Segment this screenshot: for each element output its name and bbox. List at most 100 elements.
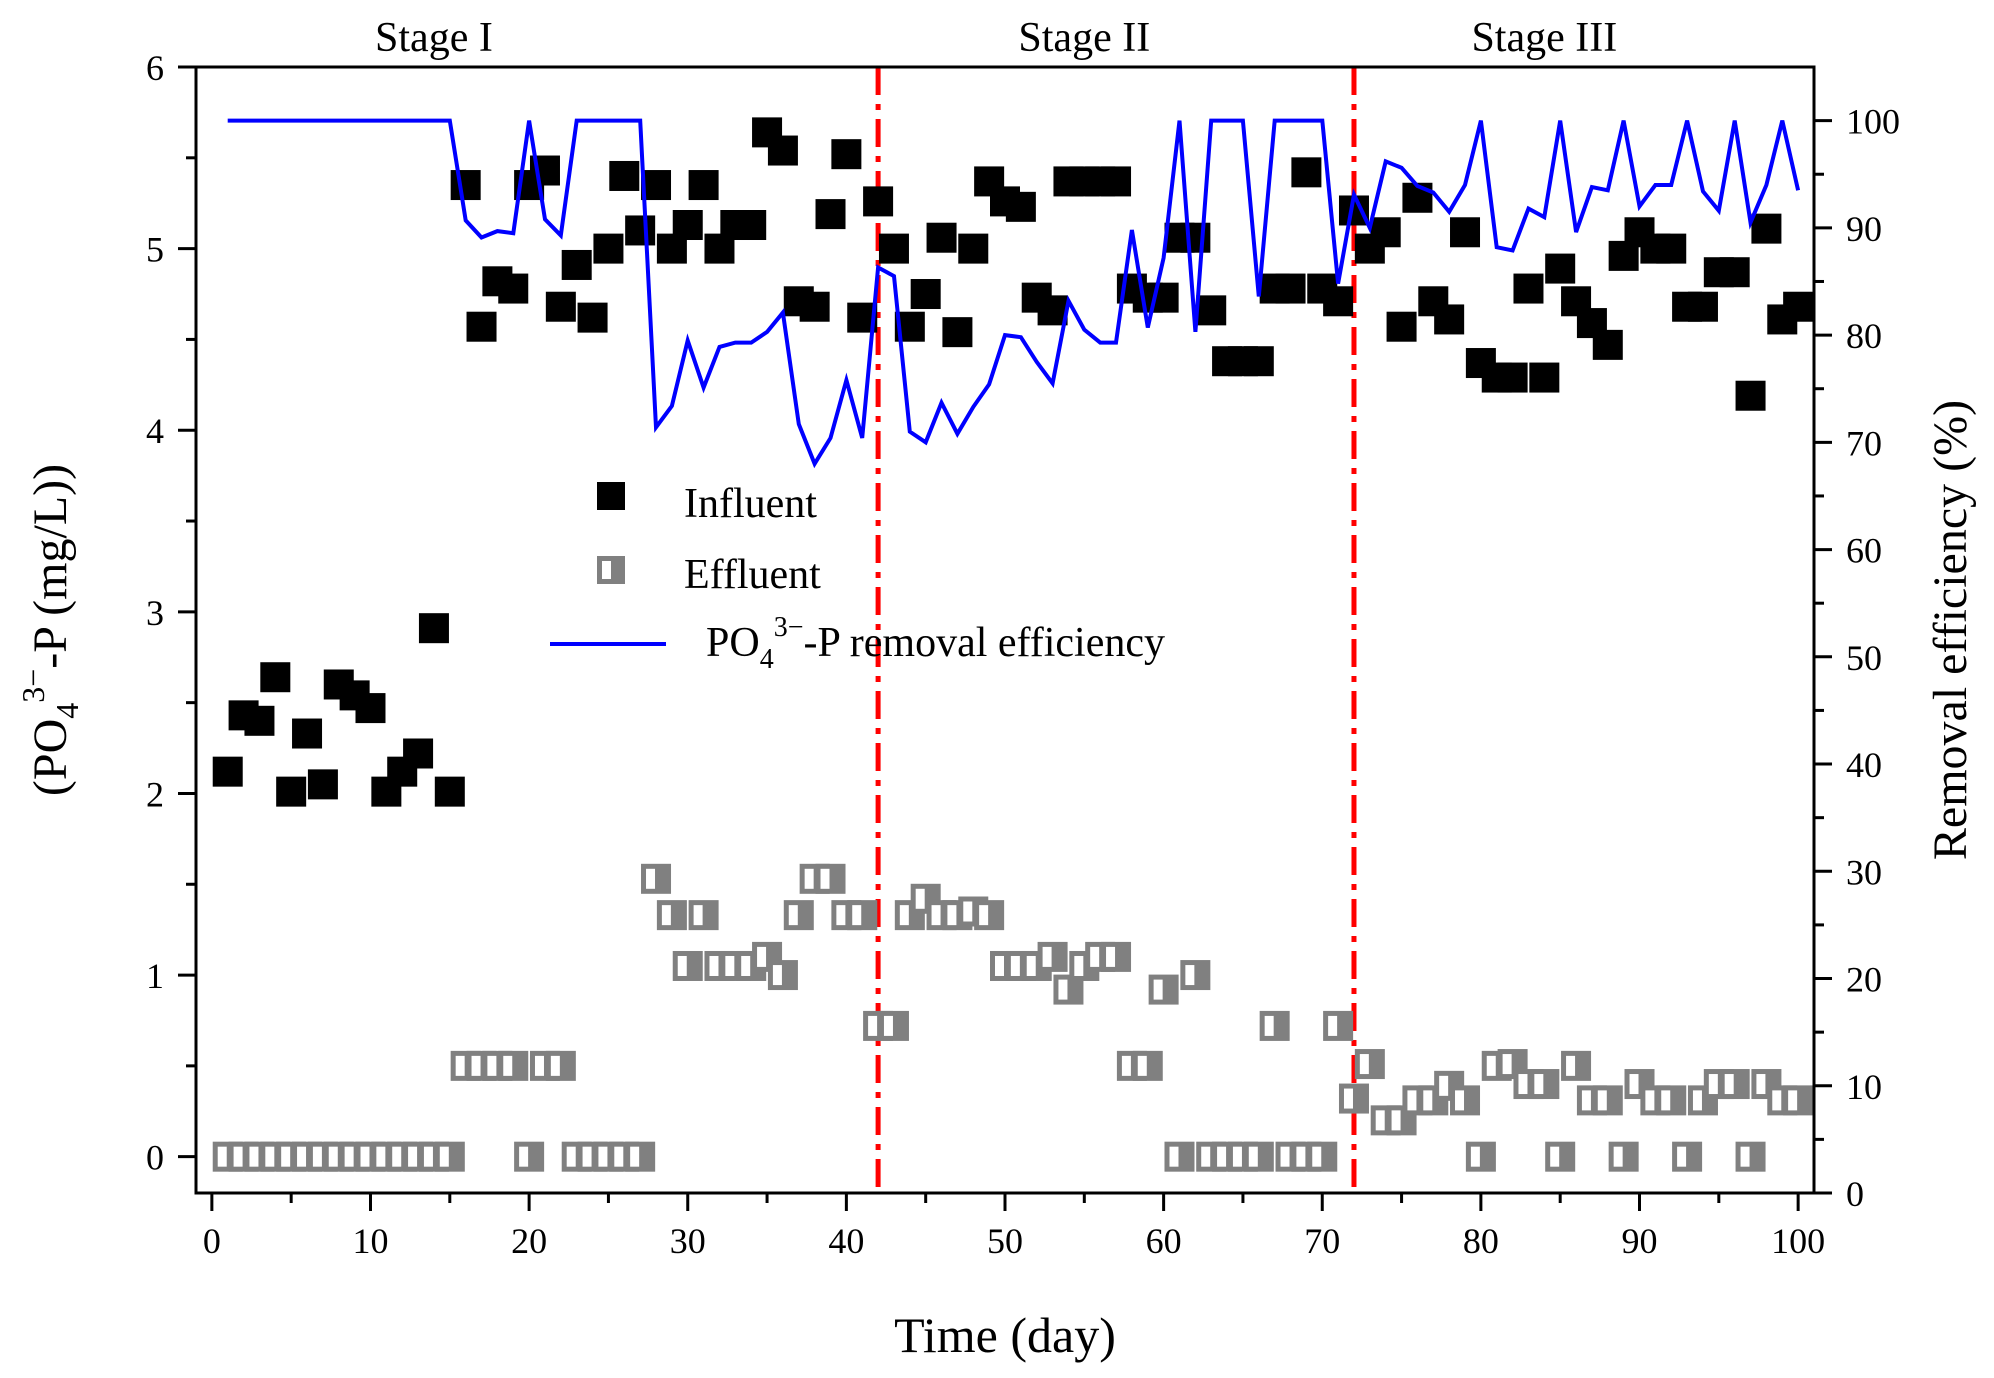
influent-point [609,160,640,191]
right-y-tick-label: 50 [1846,638,1882,678]
right-y-tick-label: 80 [1846,316,1882,356]
effluent-point [1656,1085,1687,1116]
effluent-point [1450,1085,1481,1116]
left-y-tick-label: 4 [146,411,164,451]
effluent-series [212,863,1814,1172]
influent-point [831,139,862,170]
effluent-point [498,1050,529,1081]
influent-point [942,317,973,348]
efficiency-series [227,118,1801,469]
x-tick-label: 60 [1146,1221,1182,1261]
influent-point [498,273,529,304]
effluent-point [625,1141,656,1172]
x-tick-label: 90 [1622,1221,1658,1261]
x-tick-label: 50 [987,1221,1023,1261]
left-y-tick-label: 2 [146,774,164,814]
influent-point [466,311,497,342]
influent-point [958,233,989,264]
influent-point [1592,329,1623,360]
effluent-point [545,1050,576,1081]
effluent-point [1735,1141,1766,1172]
influent-point [625,215,656,246]
influent-point [1656,233,1687,264]
influent-point [799,291,830,322]
right-y-tick-label: 70 [1846,423,1882,463]
stage-label: Stage I [375,15,493,61]
x-tick-label: 40 [828,1221,864,1261]
effluent-point [1037,941,1068,972]
influent-point [1545,253,1576,284]
influent-point [292,718,323,749]
influent-point [688,170,719,201]
effluent-point [1608,1141,1639,1172]
left-y-axis-title-post: -P (mg/L)) [24,464,77,669]
left-y-axis-title: (PO43−-P (mg/L)) [15,464,85,796]
influent-point [1180,222,1211,253]
effluent-point [1180,960,1211,991]
effluent-point [1307,1141,1338,1172]
influent-point [561,249,592,280]
influent-point [418,613,449,644]
x-tick-label: 20 [511,1221,547,1261]
effluent-point [1148,974,1179,1005]
influent-point [307,769,338,800]
legend-label-effluent: Effluent [684,552,821,598]
effluent-point [974,900,1005,931]
right-y-axis-title: Removal efficiency (%) [1924,400,1977,860]
stage-label: Stage III [1471,15,1617,61]
effluent-point [878,1010,909,1041]
effluent-point [656,900,687,931]
influent-point [672,210,703,241]
stage-labels: Stage I Stage II Stage III [375,15,1617,61]
left-y-axis-title-sup: 3− [15,669,51,703]
right-y-tick-label: 20 [1846,960,1882,1000]
influent-point [1005,191,1036,222]
influent-point [212,756,243,787]
x-tick-label: 10 [352,1221,388,1261]
influent-point [276,776,307,807]
influent-point [434,776,465,807]
right-y-tick-label: 100 [1846,102,1900,142]
effluent-point [1545,1141,1576,1172]
right-y-tick-label: 90 [1846,209,1882,249]
x-tick-label: 0 [203,1221,221,1261]
influent-point [545,291,576,322]
effluent-point [1164,1141,1195,1172]
stage-label: Stage II [1018,15,1150,61]
influent-point [878,233,909,264]
influent-point [767,135,798,166]
influent-point [593,233,624,264]
x-tick-label: 30 [670,1221,706,1261]
right-y-tick-label: 40 [1846,745,1882,785]
right-y-tick-label: 0 [1846,1174,1864,1214]
influent-point [926,222,957,253]
influent-point [260,662,291,693]
influent-point [863,186,894,217]
left-y-tick-label: 6 [146,48,164,88]
effluent-point [1323,1010,1354,1041]
influent-point [1434,304,1465,335]
influent-point [1497,362,1528,393]
left-y-axis-title-pre: (PO [24,719,77,796]
influent-point [1783,291,1814,322]
effluent-point [1354,1049,1385,1080]
influent-series [212,117,1814,807]
effluent-point [1592,1085,1623,1116]
influent-point [1450,217,1481,248]
influent-point [1687,291,1718,322]
right-y-tick-label: 10 [1846,1067,1882,1107]
x-axis-title: Time (day) [894,1307,1116,1363]
right-y-tick-label: 60 [1846,531,1882,571]
influent-point [1196,295,1227,326]
left-y-axis-ticks: 0 1 2 3 4 5 6 [146,48,196,1178]
x-tick-label: 100 [1771,1221,1825,1261]
influent-point [403,738,434,769]
influent-point [1529,362,1560,393]
effluent-point [1672,1141,1703,1172]
effluent-point [847,900,878,931]
influent-point [1291,157,1322,188]
left-y-tick-label: 3 [146,593,164,633]
effluent-point [1101,941,1132,972]
influent-point [1101,166,1132,197]
